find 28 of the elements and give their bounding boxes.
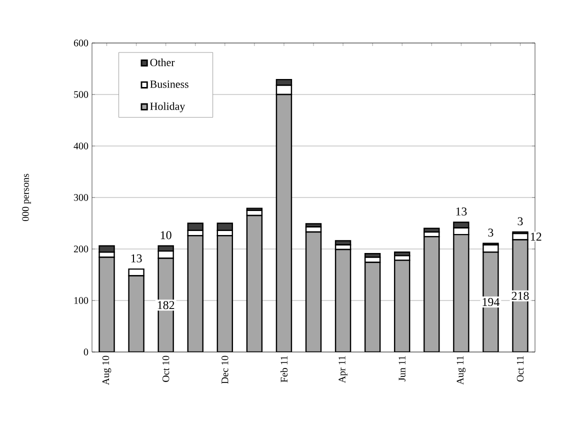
data-label: 12 <box>530 232 542 241</box>
x-tick-label: Aug 11 <box>456 356 466 385</box>
x-tick-label: Oct 11 <box>516 356 524 382</box>
y-tick-label: 400 <box>74 142 88 150</box>
data-label: 3 <box>488 228 494 237</box>
data-label: 218 <box>512 292 529 300</box>
data-label: 13 <box>131 254 142 262</box>
data-label: 194 <box>482 298 500 306</box>
legend-label: Business <box>150 80 188 88</box>
y-tick-label: 600 <box>74 40 88 46</box>
legend-label: Other <box>150 58 175 66</box>
y-axis-title: 000 persons <box>22 174 31 222</box>
data-label: 3 <box>518 217 523 226</box>
x-tick-label: Jun 11 <box>398 356 406 382</box>
x-tick-label: Apr 11 <box>338 356 348 384</box>
data-label: 182 <box>158 301 174 310</box>
data-label: 13 <box>456 207 467 216</box>
y-tick-label: 200 <box>74 246 88 252</box>
x-tick-label: Dec 10 <box>222 356 228 384</box>
y-tick-label: 500 <box>74 91 88 98</box>
x-tick-label: Aug 10 <box>102 356 112 386</box>
data-label: 10 <box>160 231 172 240</box>
legend-label: Holiday <box>150 102 186 112</box>
x-tick-label: Oct 10 <box>162 356 170 382</box>
y-tick-label: 0 <box>84 348 88 356</box>
y-tick-label: 100 <box>74 297 88 304</box>
x-tick-label: Feb 11 <box>280 356 288 382</box>
y-tick-label: 300 <box>74 194 88 201</box>
